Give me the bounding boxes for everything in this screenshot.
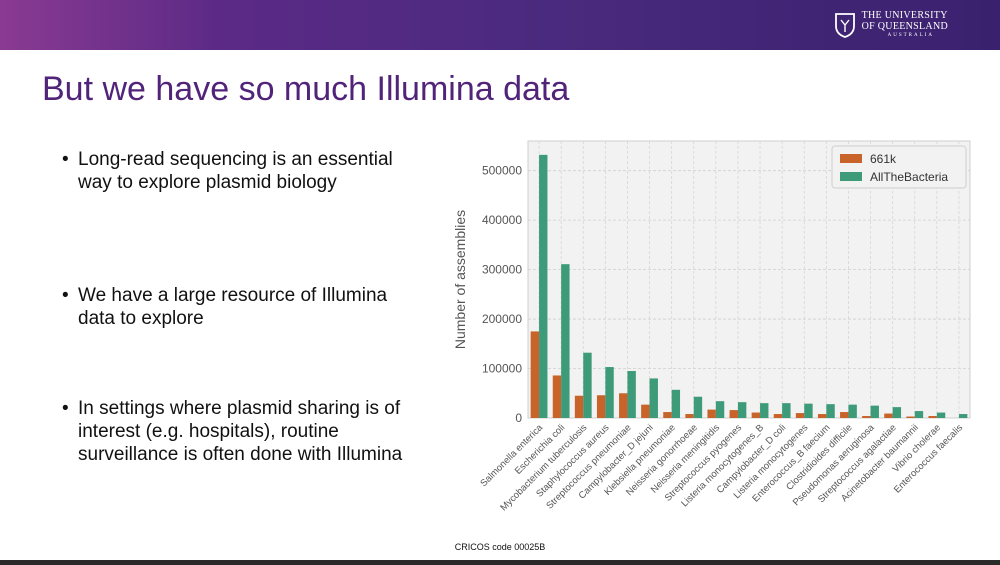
bar-allthebacteria: [914, 411, 924, 418]
y-tick-label: 200000: [482, 312, 522, 326]
bar-661k: [707, 409, 716, 418]
bar-allthebacteria: [892, 407, 902, 418]
legend-swatch: [840, 172, 862, 181]
x-tick-label: Mycobacterium tuberculosis: [498, 422, 589, 513]
logo-line-1: THE UNIVERSITY: [861, 10, 948, 21]
bar-allthebacteria: [848, 404, 857, 418]
bar-allthebacteria: [539, 154, 548, 418]
bar-allthebacteria: [715, 401, 725, 418]
bar-allthebacteria: [826, 404, 835, 418]
bar-661k: [641, 404, 650, 418]
bullet-text: In settings where plasmid sharing is of …: [78, 398, 403, 465]
y-tick-label: 400000: [482, 213, 522, 227]
bar-661k: [928, 416, 937, 418]
bullet-text: Long-read sequencing is an essential way…: [78, 149, 393, 193]
y-tick-label: 0: [515, 411, 522, 425]
bar-allthebacteria: [870, 405, 879, 418]
bar-661k: [840, 412, 849, 418]
bullet-item: • We have a large resource of Illumina d…: [62, 284, 407, 330]
legend-label: AllTheBacteria: [870, 170, 948, 184]
bar-allthebacteria: [782, 403, 791, 418]
logo-line-3: AUSTRALIA: [887, 33, 934, 38]
cricos-footer: CRICOS code 00025B: [454, 542, 546, 552]
bullet-dot: •: [62, 398, 69, 419]
assemblies-bar-chart: 0100000200000300000400000500000Salmonell…: [452, 140, 971, 513]
legend-swatch: [840, 154, 862, 163]
bottom-rule: [0, 560, 1000, 565]
bar-allthebacteria: [561, 264, 570, 418]
bar-allthebacteria: [936, 412, 946, 418]
y-tick-label: 300000: [482, 263, 522, 277]
bar-allthebacteria: [605, 367, 614, 418]
bar-661k: [552, 375, 562, 418]
bar-allthebacteria: [958, 414, 968, 418]
bar-allthebacteria: [693, 396, 703, 418]
bullet-text: We have a large resource of Illumina dat…: [78, 285, 388, 329]
bar-allthebacteria: [737, 402, 747, 418]
bar-661k: [773, 414, 783, 418]
crest-icon: [834, 12, 855, 38]
bullet-item: • Long-read sequencing is an essential w…: [62, 148, 407, 194]
bar-allthebacteria: [760, 403, 769, 418]
bar-661k: [795, 413, 805, 418]
bar-661k: [751, 412, 761, 418]
y-axis-label: Number of assemblies: [452, 210, 468, 349]
bar-661k: [817, 414, 827, 418]
bar-allthebacteria: [804, 403, 813, 418]
y-tick-label: 100000: [482, 362, 522, 376]
bar-allthebacteria: [627, 371, 636, 418]
bar-661k: [884, 413, 893, 418]
bar-allthebacteria: [583, 352, 592, 418]
bar-661k: [619, 393, 628, 418]
header-banner: THE UNIVERSITY OF QUEENSLAND AUSTRALIA: [0, 0, 1000, 50]
bullet-dot: •: [62, 149, 69, 170]
university-logo[interactable]: THE UNIVERSITY OF QUEENSLAND AUSTRALIA: [834, 10, 948, 39]
bar-661k: [596, 395, 606, 418]
legend-label: 661k: [870, 152, 897, 166]
bar-661k: [906, 416, 915, 418]
legend-box: [831, 145, 967, 189]
bar-661k: [685, 414, 694, 418]
bar-661k: [574, 395, 584, 418]
bar-661k: [530, 331, 540, 418]
bullet-dot: •: [62, 285, 69, 306]
slide-title: But we have so much Illumina data: [42, 70, 570, 108]
bullet-item: • In settings where plasmid sharing is o…: [62, 397, 407, 466]
bar-661k: [729, 410, 738, 418]
bar-allthebacteria: [671, 389, 681, 418]
bar-allthebacteria: [649, 378, 658, 418]
logo-line-2: OF QUEENSLAND: [861, 21, 948, 32]
y-tick-label: 500000: [482, 164, 522, 178]
bar-661k: [862, 416, 871, 418]
bar-661k: [663, 412, 672, 418]
